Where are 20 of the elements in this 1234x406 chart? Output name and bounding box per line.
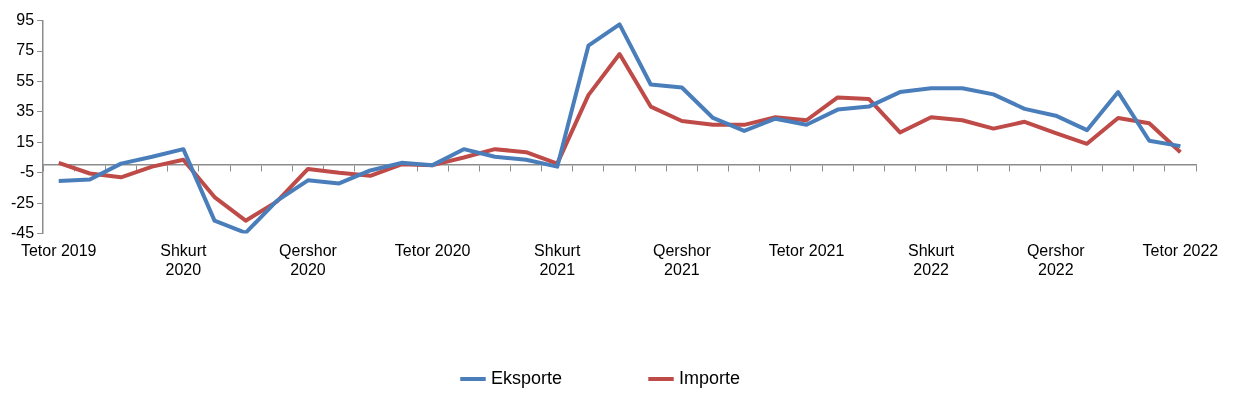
x-tick-label: Shkurt 2022 <box>908 241 955 278</box>
x-tick-label: Shkurt 2020 <box>160 241 208 278</box>
y-tick-label: 75 <box>16 41 35 59</box>
y-tick-label: -45 <box>11 224 35 242</box>
x-tick-label: Tetor 2019 <box>20 241 97 259</box>
y-tick-label: 95 <box>16 11 35 29</box>
x-tick-label: Qershor 2022 <box>1026 241 1086 278</box>
x-tick-label: Shkurt 2021 <box>534 241 581 278</box>
x-tick-label: Tetor 2022 <box>1142 241 1219 259</box>
y-tick-label: 35 <box>16 102 35 120</box>
y-tick-label: 55 <box>16 71 35 89</box>
legend-label: Importe <box>679 367 741 388</box>
x-tick-label: Qershor 2021 <box>652 241 712 278</box>
legend-label: Eksporte <box>490 367 563 388</box>
y-tick-label: 15 <box>16 132 35 150</box>
y-tick-label: -25 <box>11 193 35 211</box>
x-tick-label: Tetor 2021 <box>768 241 845 259</box>
x-tick-label: Tetor 2020 <box>394 241 471 259</box>
x-tick-label: Qershor 2020 <box>279 241 338 278</box>
y-tick-label: -5 <box>19 163 35 181</box>
